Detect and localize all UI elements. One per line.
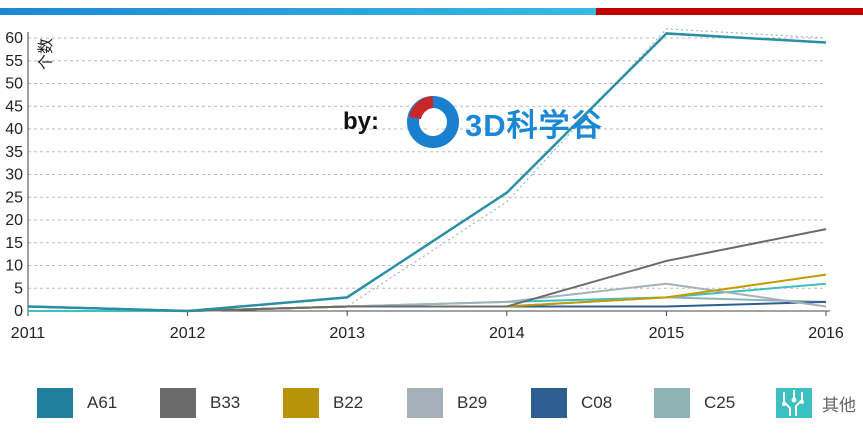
chart-legend: A61 B33 B22 B29 C08 C25 其他	[0, 383, 863, 427]
legend-item-C08: C08	[531, 383, 612, 423]
x-tick-label: 2016	[808, 325, 844, 342]
x-tick-label: 2013	[329, 325, 365, 342]
y-axis-label: 个数	[36, 38, 55, 70]
y-tick-label: 50	[5, 76, 23, 93]
y-tick-label: 30	[5, 167, 23, 184]
y-tick-label: 55	[5, 53, 23, 70]
y-tick-label: 20	[5, 212, 23, 229]
legend-label: 其他	[822, 395, 856, 416]
legend-item-B22: B22	[283, 383, 363, 423]
line-chart: 0 5 10 15 20 25 30 35 40 45 50 55 60 2011 2012 2013 2014…	[5, 28, 844, 342]
y-tick-label: 40	[5, 121, 23, 138]
watermark-by: by:	[343, 108, 379, 135]
y-tick-label: 45	[5, 98, 23, 115]
legend-item-A61: A61	[37, 383, 117, 423]
legend-item-B29: B29	[407, 383, 487, 423]
x-tick-label: 2014	[489, 325, 525, 342]
watermark: by: 3D科学谷	[343, 92, 603, 152]
legend-item-B33: B33	[160, 383, 240, 423]
y-tick-label: 10	[5, 258, 23, 275]
trend-line	[27, 28, 827, 312]
legend-label: C08	[581, 393, 613, 412]
legend-swatch	[654, 388, 690, 418]
x-tick-label: 2015	[649, 325, 685, 342]
y-tick-label: 5	[14, 280, 23, 297]
series-line-A61	[27, 32, 827, 313]
x-tick-label: 2011	[11, 325, 46, 342]
legend-label: B33	[210, 393, 241, 412]
legend-label: B22	[333, 393, 364, 412]
legend-swatch	[283, 388, 319, 418]
y-tick-label: 25	[5, 189, 23, 206]
y-tick-label: 35	[5, 144, 23, 161]
legend-swatch	[37, 388, 73, 418]
y-tick-label: 0	[14, 303, 23, 320]
legend-swatch	[407, 388, 443, 418]
legend-label: C25	[704, 393, 736, 412]
header-bar-red	[596, 8, 863, 15]
y-tick-label: 60	[5, 30, 23, 47]
legend-swatch	[160, 388, 196, 418]
header-bar-blue	[0, 8, 596, 15]
legend-label: B29	[457, 393, 488, 412]
ring-logo-icon	[407, 96, 459, 148]
legend-label: A61	[87, 393, 118, 412]
legend-swatch	[531, 388, 567, 418]
legend-item-其他: 其他	[776, 383, 856, 423]
y-tick-label: 15	[5, 235, 23, 252]
watermark-brand: 3D科学谷	[465, 107, 603, 143]
circuit-icon	[776, 388, 812, 418]
x-tick-label: 2012	[170, 325, 206, 342]
legend-item-C25: C25	[654, 383, 735, 423]
